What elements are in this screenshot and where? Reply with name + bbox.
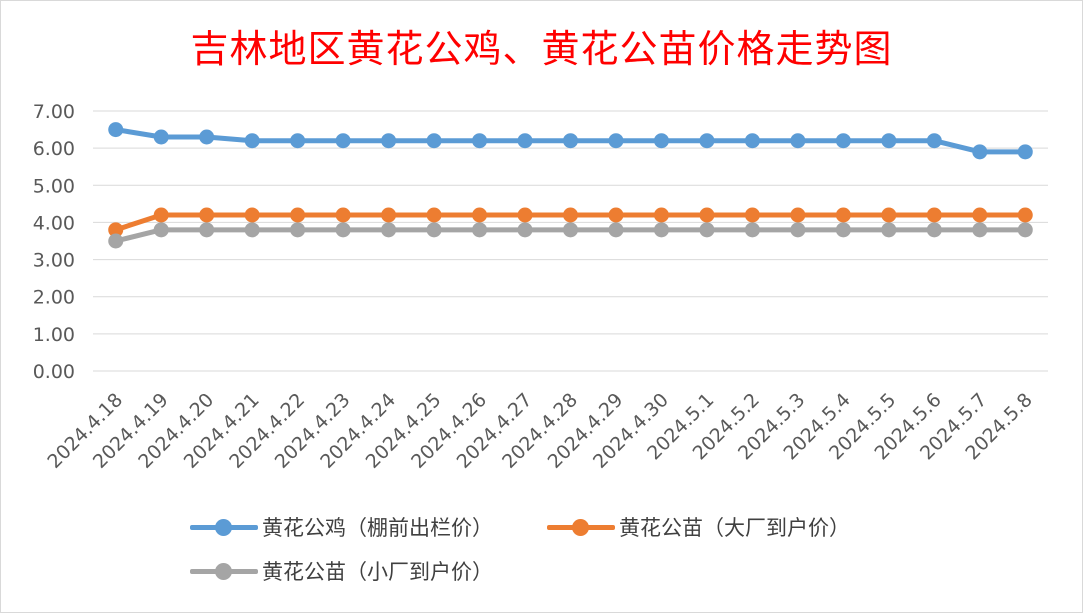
data-point-s1-8 [472, 133, 488, 149]
legend-label-3: 黄花公苗（小厂到户价） [262, 560, 493, 584]
data-point-s3-17 [881, 222, 897, 238]
data-point-s1-11 [608, 133, 624, 149]
data-point-s2-7 [426, 207, 442, 223]
y-tick-label-1: 1.00 [33, 324, 75, 346]
data-point-s3-6 [381, 222, 397, 238]
data-point-s3-10 [563, 222, 578, 238]
data-point-s2-16 [835, 207, 851, 223]
legend-item-series-2: 黄花公苗（大厂到户价） [547, 512, 850, 542]
legend-item-series-3: 黄花公苗（小厂到户价） [190, 556, 493, 586]
legend-item-series-1: 黄花公鸡（棚前出栏价） [190, 512, 493, 542]
data-point-s3-14 [744, 222, 760, 238]
data-point-s2-15 [790, 207, 806, 223]
data-point-s3-0 [108, 233, 124, 249]
data-point-s3-16 [835, 222, 851, 238]
data-point-s3-7 [426, 222, 442, 238]
data-point-s3-5 [335, 222, 351, 238]
data-point-s1-6 [381, 133, 397, 149]
y-tick-label-4: 4.00 [33, 212, 75, 234]
data-point-s3-19 [972, 222, 988, 238]
y-tick-label-5: 5.00 [33, 175, 75, 197]
data-point-s3-11 [608, 222, 624, 238]
data-point-s1-17 [881, 133, 897, 149]
data-point-s2-10 [563, 207, 578, 223]
data-point-s2-4 [290, 207, 306, 223]
data-point-s3-4 [290, 222, 306, 238]
data-point-s1-14 [744, 133, 760, 149]
data-point-s1-12 [653, 133, 669, 149]
data-point-s1-0 [108, 122, 124, 138]
data-point-s2-6 [381, 207, 397, 223]
chart-title: 吉林地区黄花公鸡、黄花公苗价格走势图 [190, 27, 893, 71]
data-point-s3-15 [790, 222, 806, 238]
data-point-s3-20 [1017, 222, 1033, 238]
data-point-s1-13 [699, 133, 715, 149]
data-point-s2-20 [1017, 207, 1033, 223]
data-point-s2-2 [199, 207, 215, 223]
data-point-s2-17 [881, 207, 897, 223]
legend-swatch-2 [547, 516, 615, 538]
legend-swatch-1 [190, 516, 258, 538]
data-point-s2-9 [517, 207, 533, 223]
data-point-s3-2 [199, 222, 215, 238]
data-point-s1-2 [199, 129, 215, 145]
data-point-s3-9 [517, 222, 533, 238]
data-point-s2-12 [653, 207, 669, 223]
data-point-s1-16 [835, 133, 851, 149]
y-tick-label-0: 0.00 [33, 361, 75, 383]
data-point-s1-9 [517, 133, 533, 149]
legend-label-2: 黄花公苗（大厂到户价） [619, 516, 850, 540]
data-point-s1-4 [290, 133, 306, 149]
data-point-s3-13 [699, 222, 715, 238]
data-point-s3-3 [244, 222, 260, 238]
data-point-s1-5 [335, 133, 351, 149]
data-point-s3-8 [472, 222, 488, 238]
y-tick-label-6: 6.00 [33, 138, 75, 160]
data-point-s2-13 [699, 207, 715, 223]
data-point-s3-12 [653, 222, 669, 238]
data-point-s1-18 [926, 133, 942, 149]
data-point-s2-0 [108, 222, 124, 238]
data-point-s1-3 [244, 133, 260, 149]
y-tick-label-7: 7.00 [33, 101, 75, 123]
data-point-s1-15 [790, 133, 806, 149]
data-point-s1-10 [563, 133, 578, 149]
data-point-s2-11 [608, 207, 624, 223]
data-point-s1-19 [972, 144, 988, 160]
legend-swatch-3 [190, 560, 258, 582]
data-point-s2-5 [335, 207, 351, 223]
y-tick-label-3: 3.00 [33, 250, 75, 272]
data-point-s2-8 [472, 207, 488, 223]
legend-label-1: 黄花公鸡（棚前出栏价） [262, 516, 493, 540]
data-point-s3-1 [153, 222, 169, 238]
data-point-s1-7 [426, 133, 442, 149]
data-point-s2-3 [244, 207, 260, 223]
data-point-s2-1 [153, 207, 169, 223]
data-point-s2-18 [926, 207, 942, 223]
data-point-s2-14 [744, 207, 760, 223]
data-point-s2-19 [972, 207, 988, 223]
data-point-s3-18 [926, 222, 942, 238]
data-point-s1-20 [1017, 144, 1033, 160]
y-tick-label-2: 2.00 [33, 287, 75, 309]
data-point-s1-1 [153, 129, 169, 145]
